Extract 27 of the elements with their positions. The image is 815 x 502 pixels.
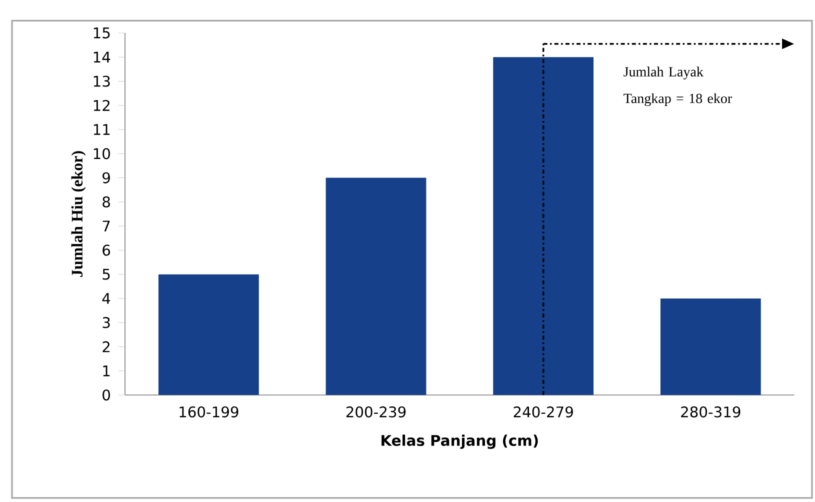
x-tick-label: 280-319 [681, 406, 740, 418]
ref-line-label: Jumlah Layak Tangkap = 18 ekor [624, 66, 732, 106]
x-tick-label: 160-199 [180, 406, 238, 418]
y-tick-label: 3 [102, 317, 110, 328]
y-tick-label: 1 [103, 366, 110, 376]
y-tick-label: 0 [102, 389, 110, 401]
y-tick-label: 12 [94, 100, 110, 111]
y-tick-label: 4 [102, 293, 110, 304]
x-axis-title: Kelas Panjang (cm) [382, 434, 538, 449]
y-tick-label: 7 [102, 220, 110, 232]
y-tick-label: 5 [102, 268, 110, 280]
bar [326, 178, 426, 395]
y-tick-label: 10 [94, 148, 110, 160]
bar [158, 274, 259, 395]
y-tick-label: 2 [102, 341, 110, 352]
y-axis-title: Jumlah Hiu (ekor) [71, 151, 86, 277]
y-tick-label: 8 [102, 196, 110, 208]
y-tick-label: 9 [102, 172, 110, 184]
bar [493, 57, 594, 395]
x-tick-label: 240-279 [514, 406, 573, 418]
x-tick-label: 200-239 [346, 406, 406, 418]
y-tick-label: 11 [94, 124, 110, 135]
y-tick-label: 15 [94, 28, 110, 38]
y-tick-label: 6 [102, 244, 110, 256]
y-tick-label: 13 [94, 76, 110, 87]
bar [660, 298, 761, 395]
y-tick-label: 14 [94, 52, 110, 62]
